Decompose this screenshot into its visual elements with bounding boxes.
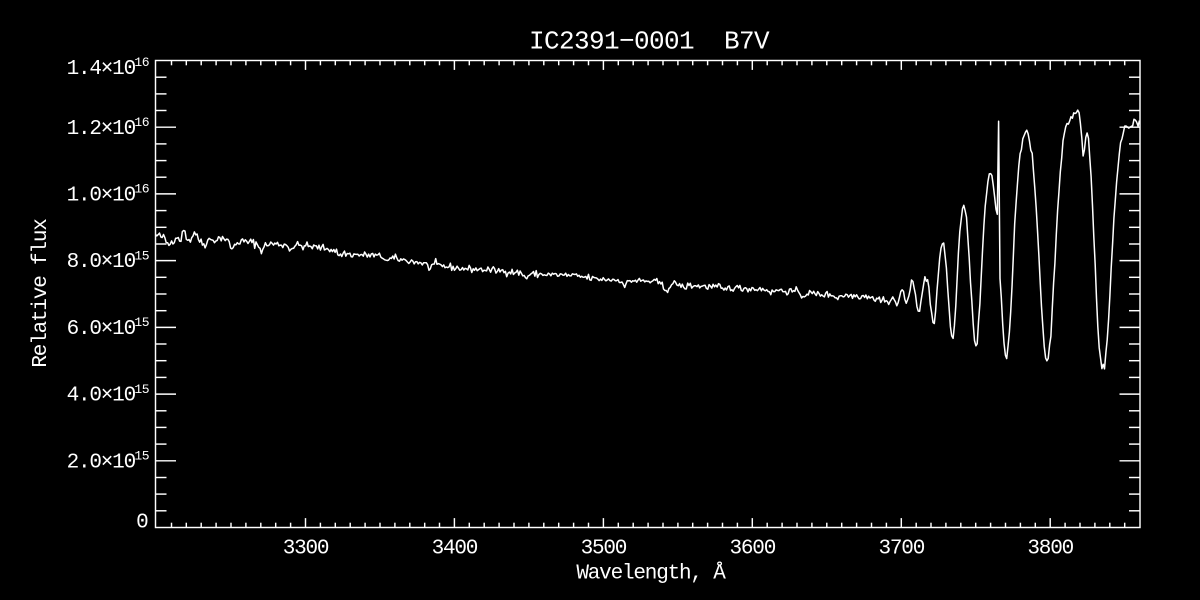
svg-text:15: 15 — [134, 315, 149, 330]
svg-text:16: 16 — [134, 55, 149, 70]
svg-text:Relative flux: Relative flux — [30, 219, 53, 368]
svg-text:IC2391−0001 B7V: IC2391−0001 B7V — [529, 27, 770, 57]
svg-text:3400: 3400 — [432, 538, 478, 561]
svg-text:3700: 3700 — [878, 538, 924, 561]
svg-text:4.0×10: 4.0×10 — [67, 385, 136, 408]
svg-text:1.0×10: 1.0×10 — [67, 185, 136, 208]
svg-text:16: 16 — [134, 115, 149, 130]
svg-text:16: 16 — [134, 182, 149, 197]
svg-text:15: 15 — [134, 248, 149, 263]
svg-text:8.0×10: 8.0×10 — [67, 251, 136, 274]
svg-text:2.0×10: 2.0×10 — [67, 451, 136, 474]
svg-text:1.4×10: 1.4×10 — [67, 58, 136, 81]
svg-text:3300: 3300 — [283, 538, 329, 561]
svg-text:3600: 3600 — [729, 538, 775, 561]
svg-text:3800: 3800 — [1027, 538, 1073, 561]
svg-text:6.0×10: 6.0×10 — [67, 318, 136, 341]
svg-text:1.2×10: 1.2×10 — [67, 118, 136, 141]
svg-text:3500: 3500 — [581, 538, 627, 561]
svg-text:Wavelength, Å: Wavelength, Å — [576, 563, 726, 586]
svg-text:15: 15 — [134, 449, 149, 464]
svg-text:0: 0 — [136, 512, 148, 535]
svg-text:15: 15 — [134, 382, 149, 397]
